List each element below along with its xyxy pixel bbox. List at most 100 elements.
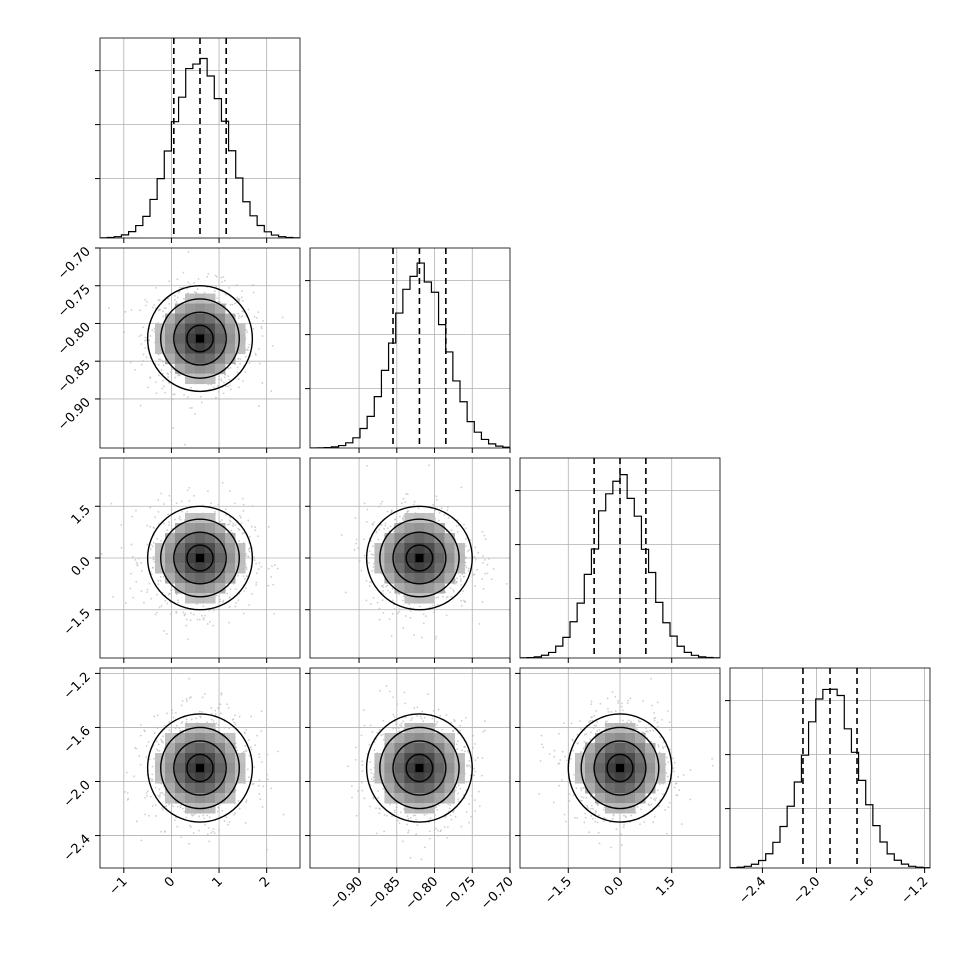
sample-point [459,575,462,578]
density-cell [175,543,186,554]
sample-point [210,707,213,709]
sample-point [256,734,258,737]
density-cell [394,743,405,754]
sample-point [420,717,423,720]
density-cell [424,783,435,794]
sample-point [231,303,234,306]
sample-point [255,584,258,586]
density-cell [225,543,236,554]
sample-point [158,788,161,791]
sample-point [459,724,462,727]
density-cell [215,573,226,584]
sample-point [186,700,188,703]
sample-point [372,566,375,568]
density-cell [175,773,186,784]
sample-point [409,856,412,859]
sample-point [392,727,395,730]
sample-point [380,524,383,526]
density-cell [205,513,216,524]
density-cell [175,733,186,744]
sample-point [474,799,476,802]
density-cell [165,773,176,784]
sample-point [206,833,209,836]
density-cell [175,353,186,365]
sample-point [177,374,179,377]
sample-point [147,790,149,793]
sample-point [153,561,156,563]
sample-point [439,830,442,833]
density-cell [205,743,216,754]
density-cell [225,783,236,794]
sample-point [427,693,430,695]
sample-point [168,729,171,731]
sample-point [146,543,149,546]
density-cell [165,783,176,794]
density-cell [205,543,216,554]
sample-point [505,583,508,585]
density-cell [434,533,445,544]
sample-point [437,708,440,711]
density-cell [175,363,186,375]
sample-point [383,830,386,833]
sample-point [145,756,148,758]
sample-point [185,720,188,723]
sample-point [200,401,203,404]
sample-point [148,339,150,342]
sample-point [428,606,431,609]
sample-point [396,703,399,705]
sample-point [154,786,157,789]
density-cell [165,573,176,584]
sample-point [238,807,241,810]
density-cell [225,763,236,774]
sample-point [393,608,396,610]
sample-point [157,579,160,582]
sample-point [162,379,164,382]
sample-point [208,840,211,843]
density-cell [215,363,226,375]
density-cell [175,573,186,584]
sample-point [239,358,242,361]
sample-point [168,721,171,723]
density-cell [185,353,196,365]
sample-point [155,815,158,817]
density-cell [165,753,176,764]
scatter-panel-3-1: −0.90−0.85−0.80−0.75−0.70 [305,667,517,913]
density-cell [434,573,445,584]
sample-point [237,378,240,381]
sample-point [151,545,154,548]
sample-point [389,803,391,806]
density-cell [424,773,435,784]
contour-3 [160,518,240,598]
sample-point [237,317,240,319]
sample-point [482,587,485,590]
density-cell [434,583,445,594]
sample-point [397,727,400,730]
sample-point [135,580,138,583]
density-cell [195,533,206,544]
sample-point [404,716,407,719]
density-cell [414,543,425,554]
sample-point [434,724,437,727]
sample-point [228,606,231,608]
sample-point [465,764,468,767]
sample-point [450,596,452,598]
sample-point [179,804,182,807]
sample-point [247,548,250,551]
density-cell [404,773,415,784]
sample-point [459,580,462,583]
contour-3 [379,726,460,810]
sample-point [454,582,457,585]
sample-point [216,810,219,813]
sample-point [174,298,176,301]
density-cell [185,773,196,784]
sample-point [244,587,247,590]
density-cell [454,563,465,574]
sample-point [243,731,246,734]
sample-point [472,734,475,737]
sample-point [267,525,270,528]
sample-point [145,304,147,307]
sample-point [172,393,175,396]
sample-point [175,610,178,613]
sample-point [160,830,162,833]
density-cell [195,303,206,315]
